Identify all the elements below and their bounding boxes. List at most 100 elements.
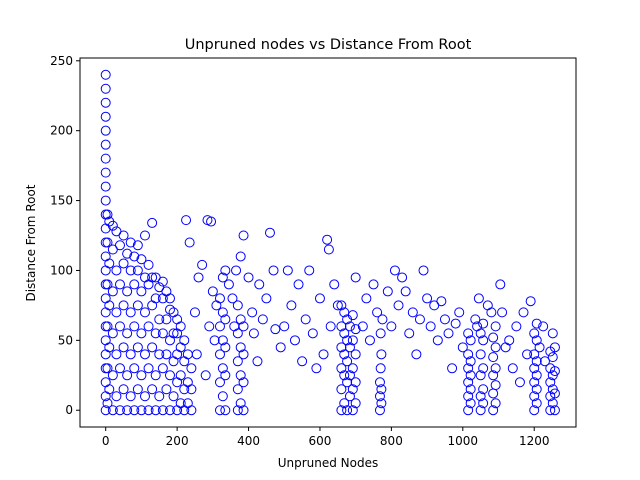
data-point [488,332,499,343]
data-point [364,335,375,346]
data-point [125,307,136,318]
data-point [311,363,322,374]
data-point [404,328,415,339]
data-point [129,279,140,290]
data-point [100,125,111,136]
y-tick-label: 50 [58,333,73,347]
data-point [529,377,540,388]
data-point [525,296,536,307]
data-point [386,321,397,332]
data-point [147,217,158,228]
data-point [100,167,111,178]
data-point [217,335,228,346]
data-point [247,307,258,318]
data-point [114,405,125,416]
data-point [125,349,136,360]
data-point [478,398,489,409]
data-point [443,328,454,339]
data-point [539,356,550,367]
data-point [143,259,154,270]
data-point [475,349,486,360]
data-point [214,377,225,388]
data-point [531,335,542,346]
data-point [102,398,113,409]
data-point [350,272,361,283]
data-point [104,342,115,353]
data-point [407,307,418,318]
data-point [161,349,172,360]
data-point [372,307,383,318]
data-point [118,342,129,353]
data-point [374,391,385,402]
data-point [350,398,361,409]
data-point [389,265,400,276]
x-axis-label: Unpruned Nodes [278,456,379,470]
data-point [132,384,143,395]
data-point [507,363,518,374]
data-point [189,307,200,318]
data-point [374,405,385,416]
data-point [139,391,150,402]
data-point [329,279,340,290]
data-point [147,384,158,395]
data-point [184,237,195,248]
data-point [376,384,387,395]
data-point [132,342,143,353]
data-point [478,335,489,346]
data-point [104,258,115,269]
data-point [235,370,246,381]
data-point [122,286,133,297]
data-point [235,398,246,409]
data-point [529,363,540,374]
x-tick-label: 600 [309,434,332,448]
data-point [347,363,358,374]
data-point [293,279,304,290]
data-point [164,304,175,315]
data-point [531,398,542,409]
data-point [490,380,501,391]
data-point [168,328,179,339]
data-point [175,321,186,332]
data-point [100,69,111,80]
data-point [157,405,168,416]
data-point [376,349,387,360]
data-point [107,286,118,297]
data-point [164,405,175,416]
data-point [347,384,358,395]
data-point [217,307,228,318]
data-point [223,279,234,290]
data-point [248,328,259,339]
data-point [118,230,129,241]
data-point [235,251,246,262]
data-point [150,293,161,304]
data-point [168,391,179,402]
data-point [114,363,125,374]
data-point [132,240,143,251]
data-point [549,342,560,353]
data-point [376,398,387,409]
data-point [529,391,540,402]
data-point [235,314,246,325]
data-point [339,328,350,339]
data-point [104,384,115,395]
data-point [104,300,115,311]
data-point [136,370,147,381]
data-point [100,405,111,416]
data-point [518,307,529,318]
y-tick-label: 250 [50,54,73,68]
data-point [220,314,231,325]
data-point [488,352,499,363]
data-point [400,286,411,297]
data-point [118,300,129,311]
data-point [475,405,486,416]
data-point [154,391,165,402]
data-point [102,279,113,290]
data-point [114,321,125,332]
data-point [368,279,379,290]
data-point [111,349,122,360]
data-point [478,363,489,374]
data-point [122,248,133,259]
y-tick-label: 0 [65,403,73,417]
data-point [107,328,118,339]
data-point [347,335,358,346]
